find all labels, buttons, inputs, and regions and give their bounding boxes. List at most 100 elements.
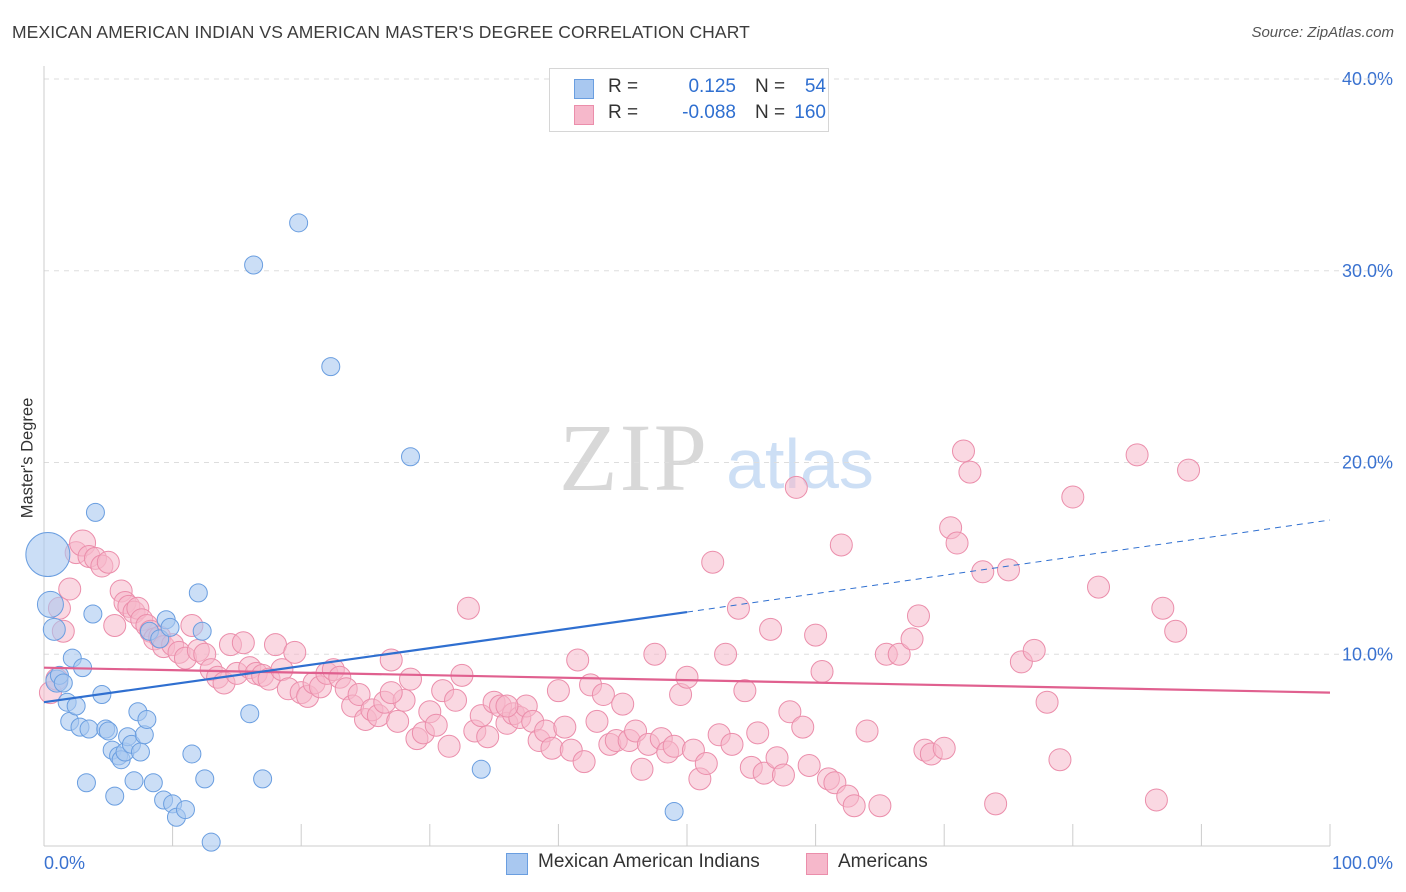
americans-point <box>1151 596 1175 620</box>
americans-point <box>437 734 461 758</box>
series1-swatch <box>574 79 594 99</box>
americans-point <box>476 725 500 749</box>
correlation-legend: R = 0.125 N = 54 R = -0.088 N = 160 <box>549 68 829 132</box>
americans-point <box>1061 485 1085 509</box>
mexican-american-indians-point <box>137 709 157 729</box>
watermark-zip: ZIP <box>559 404 709 511</box>
americans-point <box>1177 458 1201 482</box>
americans-point <box>829 533 853 557</box>
mexican-american-indians-point <box>42 617 66 641</box>
americans-point <box>591 683 615 707</box>
mexican-american-indians-point <box>253 769 273 789</box>
legend-r-label: R = <box>608 76 639 97</box>
mexican-american-indians-point <box>192 621 212 641</box>
americans-point <box>900 627 924 651</box>
mexican-american-indians-point <box>66 696 86 716</box>
americans-point <box>231 631 255 655</box>
mexican-american-indians-trend-line <box>43 610 688 704</box>
americans-point <box>759 617 783 641</box>
americans-point <box>810 660 834 684</box>
legend-n-value: 160 <box>794 102 826 123</box>
americans-point <box>971 560 995 584</box>
mexican-american-indians-point <box>182 744 202 764</box>
americans-point <box>456 596 480 620</box>
americans-point <box>855 719 879 743</box>
americans-point <box>958 460 982 484</box>
americans-point <box>263 633 287 657</box>
series1-legend-swatch <box>506 853 528 875</box>
americans-point <box>726 596 750 620</box>
americans-point <box>778 700 802 724</box>
americans-point <box>842 794 866 818</box>
americans-point <box>553 715 577 739</box>
mexican-american-indians-point <box>53 673 73 693</box>
mexican-american-indians-point <box>201 832 221 852</box>
americans-point <box>566 648 590 672</box>
mexican-american-indians-point <box>76 773 96 793</box>
americans-point <box>1144 788 1168 812</box>
mexican-american-indians-point <box>25 532 71 578</box>
y-tick-label: 10.0% <box>1342 644 1393 664</box>
americans-point <box>714 642 738 666</box>
x-tick-label-max: 100.0% <box>1332 853 1393 873</box>
americans-point <box>630 757 654 781</box>
mexican-american-indians-point <box>79 719 99 739</box>
legend-n-label: N = <box>755 76 786 97</box>
mexican-american-indians-point <box>160 617 180 637</box>
mexican-american-indians-point <box>98 721 118 741</box>
y-tick-label: 30.0% <box>1342 261 1393 281</box>
americans-point <box>1125 443 1149 467</box>
y-axis-label: Master's Degree <box>18 397 37 519</box>
mexican-american-indians-point <box>240 704 260 724</box>
mexican-american-indians-point <box>175 800 195 820</box>
legend-r-value: -0.088 <box>682 102 736 123</box>
legend-r-value: 0.125 <box>688 76 736 97</box>
mexican-american-indians-point <box>36 590 64 618</box>
americans-point <box>771 763 795 787</box>
americans-point <box>791 715 815 739</box>
chart-title: MEXICAN AMERICAN INDIAN VS AMERICAN MAST… <box>12 22 750 42</box>
mexican-american-indians-point <box>143 773 163 793</box>
x-tick-label-min: 0.0% <box>44 853 85 873</box>
americans-point <box>720 732 744 756</box>
americans-point <box>283 640 307 664</box>
mexican-american-indians-point <box>321 357 341 377</box>
americans-point <box>585 709 609 733</box>
americans-point <box>386 709 410 733</box>
y-tick-label: 20.0% <box>1342 453 1393 473</box>
americans-point <box>540 736 564 760</box>
legend-n-value: 54 <box>804 76 826 97</box>
americans-point <box>797 753 821 777</box>
series2-swatch <box>574 105 594 125</box>
mexican-american-indians-point <box>83 604 103 624</box>
legend-r-label: R = <box>608 102 639 123</box>
americans-point <box>444 688 468 712</box>
mexican-american-indians-point <box>664 801 684 821</box>
americans-point <box>887 642 911 666</box>
americans-point <box>662 734 686 758</box>
americans-point <box>611 692 635 716</box>
mexican-american-indians-point <box>130 742 150 762</box>
americans-point <box>906 604 930 628</box>
americans-point <box>984 792 1008 816</box>
mexican-american-indians-point <box>105 786 125 806</box>
americans-point <box>495 694 519 718</box>
mexican-american-indians-point <box>471 759 491 779</box>
americans-point <box>784 475 808 499</box>
mexican-american-indians-point <box>124 771 144 791</box>
americans-point <box>733 679 757 703</box>
americans-point <box>868 794 892 818</box>
americans-point <box>1048 748 1072 772</box>
americans-point <box>701 550 725 574</box>
americans-point <box>1164 619 1188 643</box>
mexican-american-indians-point <box>401 447 421 467</box>
americans-point <box>347 683 371 707</box>
source-label: Source: ZipAtlas.com <box>1251 24 1394 41</box>
mexican-american-indians-point <box>85 502 105 522</box>
americans-point <box>804 623 828 647</box>
americans-point <box>643 642 667 666</box>
americans-point <box>96 550 120 574</box>
americans-point <box>951 439 975 463</box>
mexican-american-indians-point <box>244 255 264 275</box>
